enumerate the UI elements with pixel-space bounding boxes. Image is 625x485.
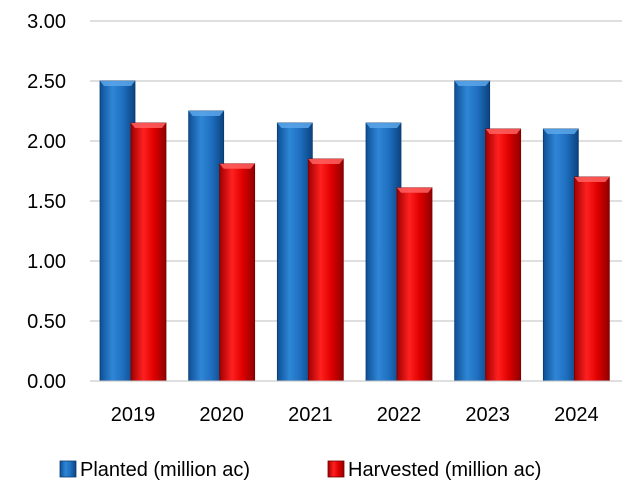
bar-harvested-2021: [307, 158, 344, 382]
bar-bevel: [485, 129, 521, 134]
bar-body: [365, 122, 402, 382]
legend-item-planted: Planted (million ac): [59, 459, 250, 481]
legend-swatch: [327, 460, 345, 478]
bar-body: [396, 187, 433, 382]
bar-planted-2024: [542, 128, 579, 382]
bar-body: [573, 176, 610, 382]
y-tick-label: 2.50: [27, 71, 66, 93]
bar-harvested-2019: [130, 122, 167, 382]
bar-body: [219, 163, 256, 382]
x-tick-label: 2019: [111, 404, 156, 426]
legend-swatch: [59, 460, 77, 478]
y-tick-label: 2.00: [27, 131, 66, 153]
bar-harvested-2020: [219, 163, 256, 382]
y-axis-tick-labels: 0.00 0.50 1.00 1.50 2.00 2.50 3.00: [27, 11, 66, 393]
bar-bevel: [397, 187, 432, 193]
gridlines: [90, 20, 622, 322]
y-tick-label: 0.00: [27, 371, 66, 393]
bar-bevel: [543, 129, 579, 134]
bar-bevel: [277, 123, 313, 128]
bar-body: [276, 122, 313, 382]
bar-bevel: [188, 111, 224, 116]
legend: Planted (million ac) Harvested (million a…: [59, 459, 541, 481]
bar-bevel: [100, 81, 135, 86]
bar-planted-2022: [365, 122, 402, 382]
bar-planted-2020: [188, 110, 225, 382]
y-tick-label: 1.50: [27, 191, 66, 213]
y-tick-label: 1.00: [27, 251, 66, 273]
bar-bevel: [308, 159, 344, 164]
bar-planted-2021: [276, 122, 313, 382]
legend-label: Planted (million ac): [80, 459, 250, 481]
legend-item-harvested: Harvested (million ac): [327, 459, 541, 481]
bar-bevel: [366, 123, 401, 128]
bar-body: [542, 128, 579, 382]
y-tick-label: 3.00: [27, 11, 66, 33]
bar-harvested-2024: [573, 176, 610, 382]
bar-body: [130, 122, 167, 382]
bar-planted-2023: [454, 80, 491, 382]
bar-body: [485, 128, 522, 382]
x-tick-label: 2022: [377, 404, 422, 426]
legend-label: Harvested (million ac): [348, 459, 541, 481]
bars: [99, 80, 610, 382]
bar-body: [454, 80, 491, 382]
x-tick-label: 2024: [554, 404, 599, 426]
bar-body: [99, 80, 136, 382]
bar-bevel: [131, 123, 166, 128]
bar-bevel: [219, 163, 255, 169]
bar-bevel: [454, 81, 490, 86]
x-axis-tick-labels: 2019 2020 2021 2022 2023 2024: [111, 404, 599, 426]
x-tick-label: 2020: [199, 404, 244, 426]
bar-harvested-2023: [485, 128, 522, 382]
x-tick-label: 2023: [465, 404, 510, 426]
x-tick-label: 2021: [288, 404, 333, 426]
bar-harvested-2022: [396, 187, 433, 382]
bar-body: [188, 110, 225, 382]
y-tick-label: 0.50: [27, 311, 66, 333]
bar-body: [307, 158, 344, 382]
bar-bevel: [574, 177, 610, 182]
bar-planted-2019: [99, 80, 136, 382]
